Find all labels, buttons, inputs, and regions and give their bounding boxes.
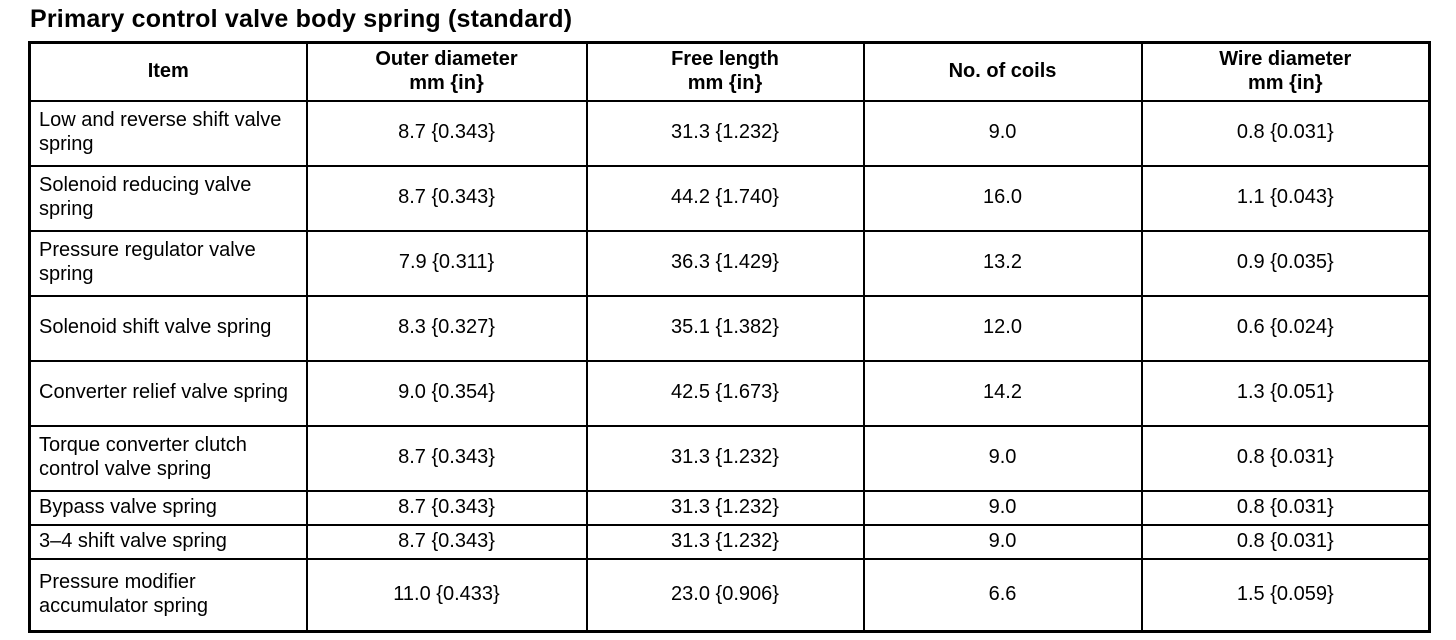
free-length-cell: 31.3 {1.232} [585, 424, 865, 492]
coils-cell: 13.2 [862, 229, 1143, 297]
coils-cell: 9.0 [862, 99, 1143, 167]
item-cell: Solenoid shift valve spring [28, 294, 308, 362]
column-header-label: Item [147, 59, 189, 82]
outer-diameter-cell: 8.7 {0.343} [305, 489, 588, 526]
table-row: Bypass valve spring 8.7 {0.343} 31.3 {1.… [28, 489, 1431, 526]
wire-diameter-cell: 0.8 {0.031} [1140, 99, 1431, 167]
coils-cell: 12.0 [862, 294, 1143, 362]
item-cell: 3–4 shift valve spring [28, 523, 308, 560]
free-length-cell: 31.3 {1.232} [585, 523, 865, 560]
wire-diameter-cell: 0.8 {0.031} [1140, 523, 1431, 560]
outer-diameter-cell: 7.9 {0.311} [305, 229, 588, 297]
item-cell: Pressure regulator valve spring [28, 229, 308, 297]
wire-diameter-cell: 0.9 {0.035} [1140, 229, 1431, 297]
wire-diameter-cell: 1.5 {0.059} [1140, 557, 1431, 632]
item-cell: Low and reverse shift valve spring [28, 99, 308, 167]
table-row: Pressure modifier accumulator spring 11.… [28, 557, 1431, 632]
free-length-cell: 42.5 {1.673} [585, 359, 865, 427]
column-header-label: Wire diameter [1219, 47, 1352, 70]
outer-diameter-cell: 9.0 {0.354} [305, 359, 588, 427]
spring-spec-table: Item Outer diameter mm {in} Free length … [28, 40, 1431, 633]
coils-cell: 9.0 [862, 523, 1143, 560]
wire-diameter-cell: 0.8 {0.031} [1140, 489, 1431, 526]
item-cell: Bypass valve spring [28, 489, 308, 526]
coils-cell: 14.2 [862, 359, 1143, 427]
free-length-cell: 23.0 {0.906} [585, 557, 865, 632]
wire-diameter-cell: 1.3 {0.051} [1140, 359, 1431, 427]
table-row: 3–4 shift valve spring 8.7 {0.343} 31.3 … [28, 523, 1431, 560]
column-header-unit: mm {in} [1248, 71, 1323, 94]
table-header: Item Outer diameter mm {in} Free length … [28, 41, 1431, 102]
column-header-unit: mm {in} [687, 71, 763, 94]
table-row: Torque converter clutch control valve sp… [28, 424, 1431, 492]
free-length-cell: 44.2 {1.740} [585, 164, 865, 232]
item-cell: Converter relief valve spring [28, 359, 308, 427]
free-length-cell: 36.3 {1.429} [585, 229, 865, 297]
column-header-no-of-coils: No. of coils [862, 41, 1143, 102]
outer-diameter-cell: 11.0 {0.433} [305, 557, 588, 632]
coils-cell: 9.0 [862, 424, 1143, 492]
column-header-outer-diameter: Outer diameter mm {in} [305, 41, 588, 102]
item-cell: Pressure modifier accumulator spring [28, 557, 308, 632]
wire-diameter-cell: 1.1 {0.043} [1140, 164, 1431, 232]
coils-cell: 16.0 [862, 164, 1143, 232]
column-header-label: Outer diameter [375, 47, 518, 70]
table-row: Pressure regulator valve spring 7.9 {0.3… [28, 229, 1431, 297]
outer-diameter-cell: 8.7 {0.343} [305, 99, 588, 167]
wire-diameter-cell: 0.6 {0.024} [1140, 294, 1431, 362]
column-header-label: No. of coils [948, 59, 1057, 82]
table-row: Solenoid shift valve spring 8.3 {0.327} … [28, 294, 1431, 362]
column-header-item: Item [28, 41, 308, 102]
outer-diameter-cell: 8.7 {0.343} [305, 523, 588, 560]
wire-diameter-cell: 0.8 {0.031} [1140, 424, 1431, 492]
table-row: Solenoid reducing valve spring 8.7 {0.34… [28, 164, 1431, 232]
column-header-label: Free length [671, 47, 779, 70]
column-header-free-length: Free length mm {in} [585, 41, 865, 102]
item-cell: Solenoid reducing valve spring [28, 164, 308, 232]
item-cell: Torque converter clutch control valve sp… [28, 424, 308, 492]
column-header-wire-diameter: Wire diameter mm {in} [1140, 41, 1431, 102]
table-row: Low and reverse shift valve spring 8.7 {… [28, 99, 1431, 167]
header-row: Item Outer diameter mm {in} Free length … [28, 41, 1431, 102]
free-length-cell: 31.3 {1.232} [585, 99, 865, 167]
column-header-unit: mm {in} [409, 71, 484, 94]
outer-diameter-cell: 8.7 {0.343} [305, 424, 588, 492]
free-length-cell: 35.1 {1.382} [585, 294, 865, 362]
page-title: Primary control valve body spring (stand… [30, 5, 573, 33]
free-length-cell: 31.3 {1.232} [585, 489, 865, 526]
coils-cell: 6.6 [862, 557, 1143, 632]
table-row: Converter relief valve spring 9.0 {0.354… [28, 359, 1431, 427]
coils-cell: 9.0 [862, 489, 1143, 526]
outer-diameter-cell: 8.7 {0.343} [305, 164, 588, 232]
outer-diameter-cell: 8.3 {0.327} [305, 294, 588, 362]
table-body: Low and reverse shift valve spring 8.7 {… [28, 99, 1431, 632]
